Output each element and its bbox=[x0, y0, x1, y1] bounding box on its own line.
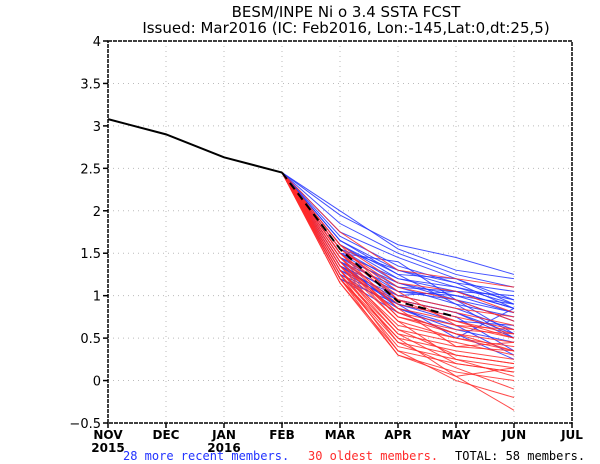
ensemble-mean-line bbox=[281, 171, 457, 318]
y-tick-label: 1 bbox=[93, 290, 101, 305]
y-axis-ticks: −0.5 0 0.5 1 1.5 2 2.5 3 3.5 4 bbox=[69, 35, 108, 432]
oldest-members-series bbox=[281, 172, 515, 411]
y-tick-label: −0.5 bbox=[69, 417, 101, 432]
recent-member-line bbox=[281, 172, 515, 309]
oldest-member-line bbox=[281, 172, 515, 365]
x-tick-label: APR bbox=[384, 428, 411, 442]
x-tick-label: JAN bbox=[211, 428, 236, 442]
x-tick-year-label: 2015 bbox=[91, 441, 124, 455]
x-tick-label: JUN bbox=[501, 428, 526, 442]
chart-subtitle: Issued: Mar2016 (IC: Feb2016, Lon:-145,L… bbox=[142, 19, 549, 37]
y-tick-label: 1.5 bbox=[80, 247, 101, 262]
oldest-member-line bbox=[281, 172, 515, 377]
y-tick-label: 2 bbox=[93, 205, 101, 220]
chart-title: BESM/INPE Ni o 3.4 SSTA FCST bbox=[232, 3, 462, 21]
y-tick-label: 3.5 bbox=[80, 77, 101, 92]
y-tick-label: 2.5 bbox=[80, 162, 101, 177]
oldest-member-line bbox=[281, 172, 515, 348]
recent-member-line bbox=[281, 172, 515, 309]
observed-and-mean-series bbox=[107, 118, 457, 318]
x-tick-label: NOV bbox=[93, 428, 123, 442]
recent-member-line bbox=[281, 172, 515, 275]
recent-member-line bbox=[281, 172, 515, 288]
y-tick-label: 4 bbox=[93, 35, 101, 50]
x-tick-label: FEB bbox=[269, 428, 295, 442]
x-tick-label: MAR bbox=[325, 428, 355, 442]
footer-oldest-members: 30 oldest members. bbox=[308, 449, 438, 463]
footer-total-members: TOTAL: 58 members. bbox=[455, 449, 585, 463]
oldest-member-line bbox=[281, 172, 515, 399]
observed-line bbox=[107, 118, 283, 174]
y-tick-label: 3 bbox=[93, 120, 101, 135]
footer-recent-members: 28 more recent members. bbox=[123, 449, 289, 463]
x-tick-year-label: 2016 bbox=[207, 441, 240, 455]
oldest-member-line bbox=[281, 172, 515, 352]
recent-member-line bbox=[281, 172, 515, 292]
recent-member-line bbox=[281, 172, 515, 339]
x-tick-label: JUL bbox=[560, 428, 583, 442]
oldest-member-line bbox=[281, 172, 515, 339]
oldest-member-line bbox=[281, 172, 515, 288]
recent-member-line bbox=[281, 172, 515, 280]
oldest-member-line bbox=[281, 172, 515, 411]
y-tick-label: 0 bbox=[93, 375, 101, 390]
y-tick-label: 0.5 bbox=[80, 332, 101, 347]
oldest-member-line bbox=[281, 172, 515, 373]
x-tick-label: DEC bbox=[153, 428, 180, 442]
recent-member-line bbox=[281, 172, 515, 309]
x-tick-label: MAY bbox=[442, 428, 471, 442]
